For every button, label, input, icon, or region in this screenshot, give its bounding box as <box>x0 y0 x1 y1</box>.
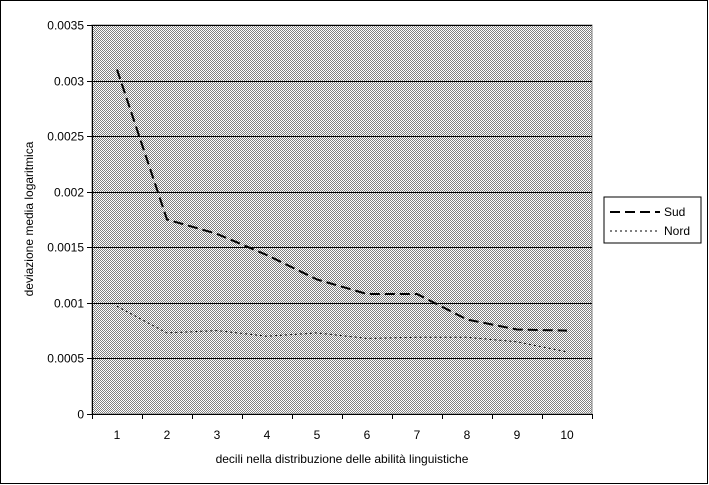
y-tick-label: 0.0035 <box>47 19 84 33</box>
legend-label-sud: Sud <box>664 205 685 219</box>
legend-box <box>603 196 702 244</box>
y-tick-label: 0.001 <box>54 297 84 311</box>
x-tick-label: 3 <box>214 428 221 442</box>
y-tick-label: 0.003 <box>54 75 84 89</box>
grid-lines <box>92 25 592 359</box>
x-tick-label: 9 <box>514 428 521 442</box>
y-tick-label: 0.0015 <box>47 241 84 255</box>
series-line-nord <box>116 305 568 353</box>
series-lines <box>116 69 568 353</box>
x-tick-label: 1 <box>114 428 121 442</box>
axes: 0 0.0005 0.001 0.0015 0.002 0.0025 0.003 0.0035… <box>47 19 593 442</box>
legend: Sud Nord <box>603 196 702 244</box>
x-tick-label: 4 <box>264 428 271 442</box>
x-tick-label: 7 <box>414 428 421 442</box>
x-tick-label: 5 <box>314 428 321 442</box>
x-axis-label: decili nella distribuzione delle abilità… <box>216 452 469 466</box>
x-tick-label: 10 <box>560 428 574 442</box>
legend-label-nord: Nord <box>664 224 690 238</box>
y-axis-label: deviazione media logaritmica <box>22 141 36 296</box>
y-tick-label: 0.0005 <box>47 352 84 366</box>
x-tick-label: 6 <box>364 428 371 442</box>
y-tick-label: 0 <box>77 408 84 422</box>
series-line-sud <box>116 69 568 332</box>
x-tick-label: 2 <box>164 428 171 442</box>
x-tick-label: 8 <box>464 428 471 442</box>
y-tick-label: 0.0025 <box>47 130 84 144</box>
y-tick-label: 0.002 <box>54 186 84 200</box>
plot-area <box>91 24 593 415</box>
